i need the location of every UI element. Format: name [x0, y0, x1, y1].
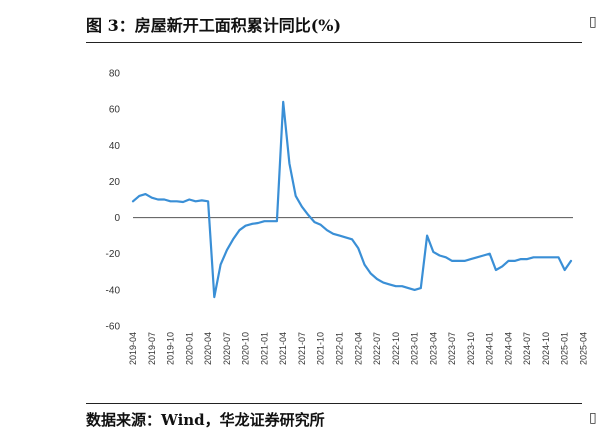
x-tick-label: 2024-01	[485, 332, 495, 365]
series-line	[131, 100, 573, 299]
x-tick-label: 2025-01	[560, 332, 570, 365]
y-tick-label: 40	[109, 141, 121, 152]
x-tick-label: 2024-10	[541, 332, 551, 365]
source-note: 数据来源：Wind，华龙证券研究所	[86, 411, 325, 429]
x-tick-label: 2020-10	[241, 332, 251, 365]
x-tick-label: 2020-04	[203, 332, 213, 365]
x-axis: 2019-04 2019-07 2019-10 2020-01 2020-04 2020-…	[128, 217, 589, 365]
x-tick-label: 2019-04	[128, 332, 138, 365]
y-tick-label: 0	[114, 213, 120, 224]
edge-fragment-bottom: ▯	[589, 410, 597, 426]
x-tick-label: 2024-07	[522, 332, 532, 365]
y-tick-label: 20	[109, 177, 121, 188]
x-tick-label: 2023-04	[428, 332, 438, 365]
x-tick-label: 2021-01	[259, 332, 269, 365]
x-tick-label: 2020-07	[222, 332, 232, 365]
y-tick-label: -60	[106, 322, 121, 333]
series-layer	[131, 100, 573, 299]
x-tick-label: 2024-04	[503, 332, 513, 365]
x-tick-label: 2021-04	[278, 332, 288, 365]
x-tick-label: 2022-10	[391, 332, 401, 365]
y-tick-label: -40	[106, 285, 121, 296]
x-tick-label: 2022-01	[334, 332, 344, 365]
y-tick-label: 80	[109, 69, 121, 80]
x-tick-label: 2019-07	[147, 332, 157, 365]
x-tick-label: 2021-10	[316, 332, 326, 365]
bottom-divider	[86, 403, 582, 404]
x-tick-label: 2022-07	[372, 332, 382, 365]
top-divider	[86, 42, 582, 43]
x-tick-label: 2019-10	[166, 332, 176, 365]
x-tick-label: 2025-04	[579, 332, 589, 365]
x-tick-label: 2021-07	[297, 332, 307, 365]
figure-title: 图 3：房屋新开工面积累计同比(%)	[86, 16, 342, 35]
x-tick-label: 2023-10	[466, 332, 476, 365]
x-tick-label: 2023-01	[410, 332, 420, 365]
y-tick-label: -20	[106, 249, 121, 260]
x-tick-label: 2023-07	[447, 332, 457, 365]
y-tick-label: 60	[109, 105, 121, 116]
x-tick-label: 2020-01	[184, 332, 194, 365]
y-axis: -60 -40 -20 0 20 40 60 80	[106, 69, 121, 333]
edge-fragment-top: ▯	[589, 14, 597, 30]
x-tick-label: 2022-04	[353, 332, 363, 365]
